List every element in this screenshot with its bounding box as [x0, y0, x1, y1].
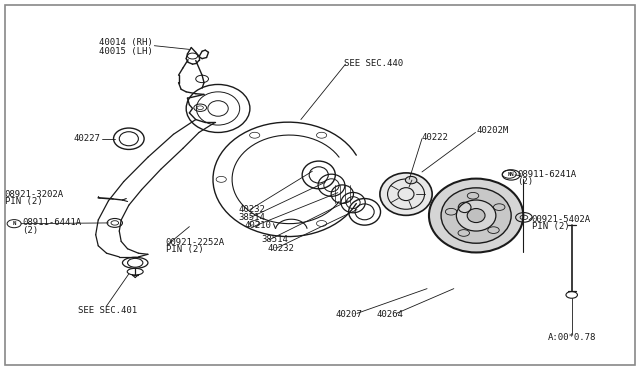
Text: (2): (2) [518, 177, 534, 186]
Text: 40227: 40227 [74, 134, 100, 142]
Text: N: N [509, 173, 513, 177]
Ellipse shape [456, 200, 496, 231]
Text: 40207: 40207 [336, 310, 363, 319]
Ellipse shape [467, 209, 485, 222]
Text: SEE SEC.401: SEE SEC.401 [78, 305, 137, 315]
Text: 38514: 38514 [261, 235, 288, 244]
Text: 08921-3202A: 08921-3202A [4, 190, 64, 199]
Text: PIN (2): PIN (2) [166, 245, 204, 254]
Text: PIN (2): PIN (2) [532, 222, 569, 231]
Text: A:00*0.78: A:00*0.78 [547, 333, 596, 342]
Ellipse shape [441, 188, 511, 243]
Text: 08911-6241A: 08911-6241A [518, 170, 577, 179]
Text: (2): (2) [22, 226, 38, 235]
Text: 40202M: 40202M [476, 126, 508, 135]
Text: PIN (2): PIN (2) [4, 197, 42, 206]
Text: N: N [508, 172, 511, 177]
Text: 40232: 40232 [239, 205, 266, 214]
Text: SEE SEC.440: SEE SEC.440 [344, 59, 403, 68]
Text: 40264: 40264 [376, 310, 403, 319]
Text: 40015 (LH): 40015 (LH) [99, 47, 153, 56]
Text: 40014 (RH): 40014 (RH) [99, 38, 153, 47]
Ellipse shape [380, 173, 432, 215]
Text: 00921-2252A: 00921-2252A [166, 238, 225, 247]
Text: 38514: 38514 [239, 213, 266, 222]
Text: 00921-5402A: 00921-5402A [532, 215, 591, 224]
Text: 40232: 40232 [268, 244, 294, 253]
Text: 40222: 40222 [422, 133, 449, 142]
Text: N: N [13, 221, 16, 226]
Ellipse shape [429, 179, 524, 253]
Text: 08911-6441A: 08911-6441A [22, 218, 81, 227]
Text: 40210: 40210 [245, 221, 272, 230]
Ellipse shape [405, 176, 417, 184]
